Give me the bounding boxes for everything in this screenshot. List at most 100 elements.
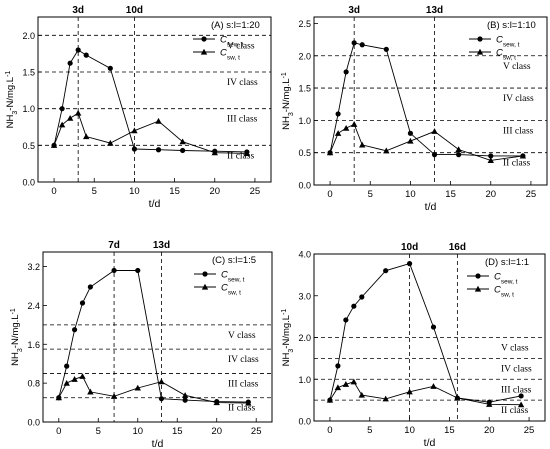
data-point [383,268,389,274]
data-point [155,147,162,153]
day-marker-label: 13d [153,240,170,251]
day-marker-label: 10d [401,242,418,253]
y-tick-label: 2.0 [298,51,311,61]
day-marker-label: 7d [108,240,120,251]
y-axis-label: NH3-N/mg.L-1 [281,309,295,367]
y-tick-label: 2.4 [27,301,40,311]
y-tick-label: 1.0 [298,116,311,126]
data-point [359,42,365,48]
data-point [59,106,65,112]
class-label: V class [501,344,529,354]
data-point [486,401,493,407]
data-point [326,396,334,403]
legend-marker [200,48,208,55]
day-marker-label: 16d [449,242,466,253]
data-point [67,60,73,66]
data-point [58,121,66,128]
legend-marker [202,271,208,277]
data-point [350,121,358,127]
data-point [87,388,94,395]
data-point [83,133,90,140]
data-point [456,152,462,158]
data-point [64,363,70,369]
y-tick-label: 0.5 [298,148,311,158]
series-line [58,270,249,403]
y-tick-label: 2.5 [298,19,311,29]
class-label: III class [227,115,258,125]
y-tick-label: 1.0 [22,104,35,114]
data-point [79,373,86,379]
x-tick-label: 10 [404,425,415,436]
x-tick-label: 20 [209,186,220,197]
data-point [158,396,165,402]
data-point [407,130,414,136]
data-point [487,157,494,164]
x-tick-label: 5 [367,425,372,436]
data-point [335,363,341,369]
y-axis-label: NH3-N/mg.L-1 [10,308,24,366]
data-point [335,111,341,117]
data-point [488,153,494,159]
y-tick-label: 1.5 [22,68,35,78]
y-axis-label: NH3-N/mg.L-1 [281,72,295,130]
y-tick-label: 0.0 [298,181,311,191]
data-point [66,115,74,121]
legend-marker [475,273,481,279]
x-tick-label: 0 [327,189,332,200]
data-point [406,388,413,395]
data-point [71,327,78,333]
legend-marker [201,36,207,42]
data-point [430,383,437,389]
data-point [351,40,357,46]
x-axis-label: t/d [424,437,436,449]
data-point [50,142,58,148]
x-tick-label: 10 [129,186,140,197]
plot-frame [37,16,272,183]
x-tick-label: 25 [250,186,261,197]
x-tick-label: 20 [484,425,495,436]
class-label: II class [228,404,255,414]
data-point [107,139,114,146]
day-marker-label: 3d [348,5,360,16]
y-tick-label: 2.0 [298,333,311,343]
data-point [110,393,118,399]
data-point [131,127,138,134]
data-point [75,47,81,53]
y-tick-label: 0.0 [298,417,311,427]
x-tick-label: 25 [526,189,537,200]
class-label: III class [503,126,534,136]
y-tick-label: 4.0 [298,250,311,260]
panel-label: (C) s:l=1:5 [212,255,256,266]
data-point [431,128,438,134]
y-tick-label: 1.5 [298,84,311,94]
series-line [329,263,522,403]
series-line [329,123,523,161]
y-tick-label: 0.0 [22,178,35,188]
class-label: V class [227,41,255,51]
panel-label: (A) s:l=1:20 [211,20,260,31]
x-tick-label: 25 [251,426,262,437]
data-point [342,381,350,387]
data-point [350,378,358,385]
x-tick-label: 5 [92,186,97,197]
data-point [359,141,366,148]
series-line [58,375,249,404]
legend-label: Csew, t [221,270,245,284]
x-tick-label: 0 [327,425,332,436]
class-label: IV class [228,355,259,365]
y-axis-label: NH3-N/mg.L-1 [5,71,19,129]
class-label: II class [227,151,254,161]
series-line [53,49,247,153]
legend-label: Csew, t [494,272,518,286]
legend-label: Csew, t [496,35,520,49]
data-point [454,394,461,401]
data-point [431,152,438,158]
data-point [135,267,141,274]
day-marker-label: 13d [426,5,443,16]
class-label: II class [501,406,528,416]
x-tick-label: 20 [211,426,222,437]
data-point [83,52,89,58]
panel-label: (D) s:l=1:1 [485,257,529,268]
x-tick-label: 15 [169,186,180,197]
data-point [155,117,162,124]
